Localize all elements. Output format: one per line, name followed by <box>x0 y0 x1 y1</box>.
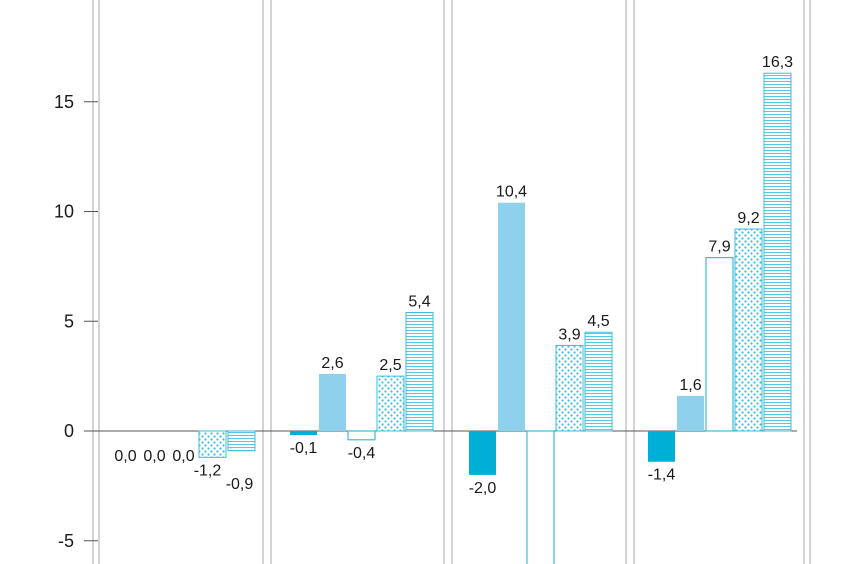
data-label: 2,6 <box>321 355 343 372</box>
bar-group3-series5 <box>584 331 613 432</box>
bar-group4-series4 <box>734 228 763 432</box>
y-tick-label: 10 <box>54 202 74 222</box>
data-label: -1,2 <box>194 462 222 479</box>
y-tick-label: -5 <box>58 531 74 551</box>
data-label: 4,5 <box>587 313 609 330</box>
bar-group1-series5 <box>227 430 256 452</box>
y-tick-label: 0 <box>64 421 74 441</box>
bar-group2-series2 <box>319 373 346 431</box>
data-label: 5,4 <box>408 293 430 310</box>
data-label: 0,0 <box>143 448 165 465</box>
bar-group3-series1 <box>469 431 496 475</box>
bar-group1-series4 <box>198 430 227 458</box>
bar-group3-series3 <box>526 430 555 564</box>
data-label: 2,5 <box>379 357 401 374</box>
y-tick-label: 5 <box>64 311 74 331</box>
data-label: 10,4 <box>496 184 527 201</box>
data-label: 7,9 <box>708 239 730 256</box>
data-label: -2,0 <box>469 480 497 497</box>
data-label: 1,6 <box>679 377 701 394</box>
data-label: 0,0 <box>172 448 194 465</box>
data-label: -0,4 <box>348 445 376 462</box>
bar-group4-series2 <box>677 395 704 431</box>
data-label: -1,4 <box>648 467 676 484</box>
bar-group2-series3 <box>347 430 376 441</box>
data-label: 9,2 <box>737 210 759 227</box>
data-labels: 0,0 0,0 0,0-1,2-0,9-0,12,6-0,42,55,4-2,010… <box>114 54 793 497</box>
data-label: -0,9 <box>226 476 254 493</box>
y-tick-label: 15 <box>54 92 74 112</box>
bar-group2-series5 <box>405 311 434 432</box>
data-label: -0,1 <box>290 440 318 457</box>
bar-group3-series2 <box>498 202 525 431</box>
bar-group2-series1 <box>290 431 317 435</box>
data-label: 3,9 <box>558 326 580 343</box>
data-label: 0,0 <box>114 448 136 465</box>
bars <box>198 72 792 564</box>
bar-group4-series3 <box>705 256 734 432</box>
bar-group4-series1 <box>648 431 675 462</box>
bar-group4-series5 <box>763 72 792 432</box>
data-label: 16,3 <box>762 54 793 71</box>
bar-group2-series4 <box>376 375 405 432</box>
group-dividers <box>92 0 811 564</box>
bar-group3-series4 <box>555 344 584 432</box>
